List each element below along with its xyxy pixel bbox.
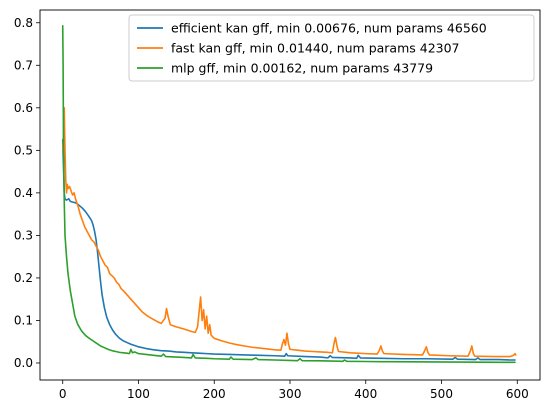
y-tick-label: 0.8 [14, 16, 33, 30]
series-line-0 [61, 138, 516, 361]
y-tick-label: 0.6 [14, 101, 33, 115]
series-line-1 [61, 107, 517, 358]
y-axis: 0.0 0.1 0.2 0.3 0.4 0.5 0.6 0.7 0.8 [14, 16, 40, 370]
y-tick-label: 0.2 [14, 271, 33, 285]
y-tick-label: 0.1 [14, 313, 33, 327]
y-tick-label: 0.4 [14, 186, 33, 200]
legend-label-0: efficient kan gff, min 0.00676, num para… [171, 21, 487, 36]
x-tick-label: 200 [203, 387, 226, 401]
x-tick-label: 500 [430, 387, 453, 401]
x-tick-label: 0 [59, 387, 67, 401]
y-tick-label: 0.7 [14, 58, 33, 72]
series-line-2 [61, 24, 516, 364]
series-group [61, 24, 517, 364]
y-tick-label: 0.3 [14, 228, 33, 242]
x-axis: 0 100 200 300 400 500 600 [59, 380, 529, 401]
legend-label-1: fast kan gff, min 0.01440, num params 42… [171, 41, 460, 56]
x-tick-label: 600 [506, 387, 529, 401]
legend-label-2: mlp gff, min 0.00162, num params 43779 [171, 61, 433, 76]
x-tick-label: 400 [354, 387, 377, 401]
y-tick-label: 0.0 [14, 356, 33, 370]
x-tick-label: 100 [127, 387, 150, 401]
legend: efficient kan gff, min 0.00676, num para… [128, 14, 535, 82]
y-tick-label: 0.5 [14, 143, 33, 157]
x-tick-label: 300 [279, 387, 302, 401]
legend-box [128, 14, 535, 82]
